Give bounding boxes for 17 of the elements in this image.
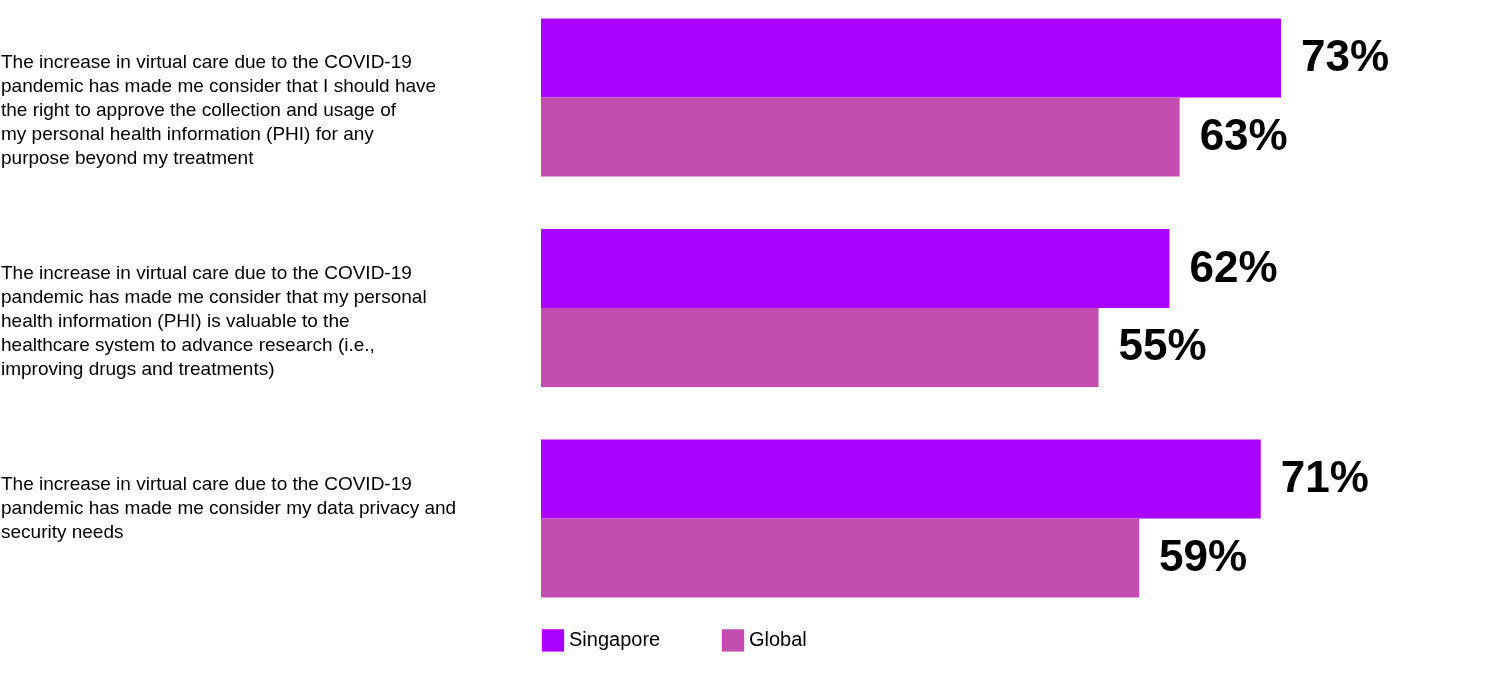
y-tick-label: The increase in virtual care due to the COVID-19 pandemic has made me consider my data privacy and security needs — [1, 472, 457, 542]
data-label: 63% — [1199, 109, 1288, 159]
bar — [541, 97, 1180, 177]
bar — [541, 229, 1170, 308]
data-label: 62% — [1189, 241, 1278, 291]
data-label: 71% — [1280, 452, 1369, 502]
data-label: 59% — [1159, 531, 1248, 580]
legend-label: Singapore — [569, 628, 661, 651]
bar — [541, 518, 1140, 598]
data-label: 73% — [1301, 31, 1390, 80]
y-tick-label: The increase in virtual care due to the COVID-19 pandemic has made me consider that my personal health information (PHI) is valuable to the healthcare system to advance research (i.e., improving drugs and treatments) — [1, 262, 427, 379]
bar — [541, 308, 1099, 387]
bar — [541, 439, 1261, 519]
legend-label: Global — [749, 628, 807, 651]
data-label: 55% — [1118, 320, 1207, 370]
bar — [541, 18, 1281, 98]
y-tick-label: The increase in virtual care due to the COVID-19 pandemic has made me consider that I should have the right to approve the collection and usage of my personal health information (PHI) for any purpose beyond my treatment — [1, 51, 437, 169]
